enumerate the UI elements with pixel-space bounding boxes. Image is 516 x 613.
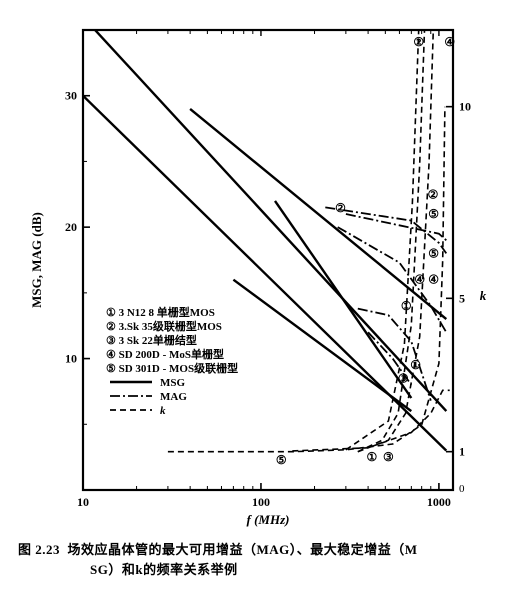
svg-text:1000: 1000 xyxy=(427,495,451,509)
svg-text:k: k xyxy=(480,288,487,303)
svg-text:30: 30 xyxy=(65,89,77,103)
svg-text:10: 10 xyxy=(77,495,89,509)
svg-text:MAG: MAG xyxy=(160,391,187,403)
svg-text:②: ② xyxy=(413,35,424,49)
svg-text:5: 5 xyxy=(459,291,465,305)
svg-text:f (MHz): f (MHz) xyxy=(247,512,290,527)
svg-text:②: ② xyxy=(335,201,346,215)
svg-text:② 3.Sk 35级联栅型MOS: ② 3.Sk 35级联栅型MOS xyxy=(106,319,222,333)
svg-text:1: 1 xyxy=(459,445,465,459)
svg-text:⑤ SD 301D - MOS级联栅型: ⑤ SD 301D - MOS级联栅型 xyxy=(106,361,238,375)
caption-line1: 场效应晶体管的最大可用增益（MAG）、最大稳定增益（M xyxy=(68,542,418,557)
caption-line2: SG）和k的频率关系举例 xyxy=(18,560,508,580)
svg-text:①: ① xyxy=(401,299,412,313)
svg-text:⑤: ⑤ xyxy=(428,207,439,221)
svg-text:10: 10 xyxy=(459,100,471,114)
svg-text:① 3 N12 8 单栅型MOS: ① 3 N12 8 单栅型MOS xyxy=(106,305,215,319)
svg-text:①: ① xyxy=(366,450,377,464)
page: 101001000f (MHz)102030MSG, MAG (dB)15100… xyxy=(0,0,516,613)
svg-text:③: ③ xyxy=(398,371,409,385)
svg-text:k: k xyxy=(160,405,166,417)
svg-text:⑤: ⑤ xyxy=(276,453,287,467)
svg-text:②: ② xyxy=(428,187,439,201)
svg-text:⑤: ⑤ xyxy=(428,246,439,260)
chart: 101001000f (MHz)102030MSG, MAG (dB)15100… xyxy=(8,10,508,530)
svg-text:④ SD 200D - MoS单栅型: ④ SD 200D - MoS单栅型 xyxy=(106,347,224,361)
svg-text:③: ③ xyxy=(383,450,394,464)
svg-text:0: 0 xyxy=(459,483,465,495)
svg-text:④: ④ xyxy=(414,273,425,287)
svg-text:MSG: MSG xyxy=(160,377,186,389)
svg-text:④: ④ xyxy=(428,273,439,287)
figure-caption: 图 2.23 场效应晶体管的最大可用增益（MAG）、最大稳定增益（M SG）和k… xyxy=(8,540,508,579)
svg-text:10: 10 xyxy=(65,352,77,366)
svg-text:MSG, MAG (dB): MSG, MAG (dB) xyxy=(29,212,44,308)
svg-text:20: 20 xyxy=(65,220,77,234)
svg-text:④: ④ xyxy=(444,35,455,49)
chart-svg: 101001000f (MHz)102030MSG, MAG (dB)15100… xyxy=(8,10,508,530)
caption-label: 图 2.23 xyxy=(18,542,60,557)
svg-text:100: 100 xyxy=(252,495,270,509)
svg-text:③ 3 Sk 22单栅结型: ③ 3 Sk 22单栅结型 xyxy=(106,333,197,347)
svg-text:①: ① xyxy=(410,358,421,372)
